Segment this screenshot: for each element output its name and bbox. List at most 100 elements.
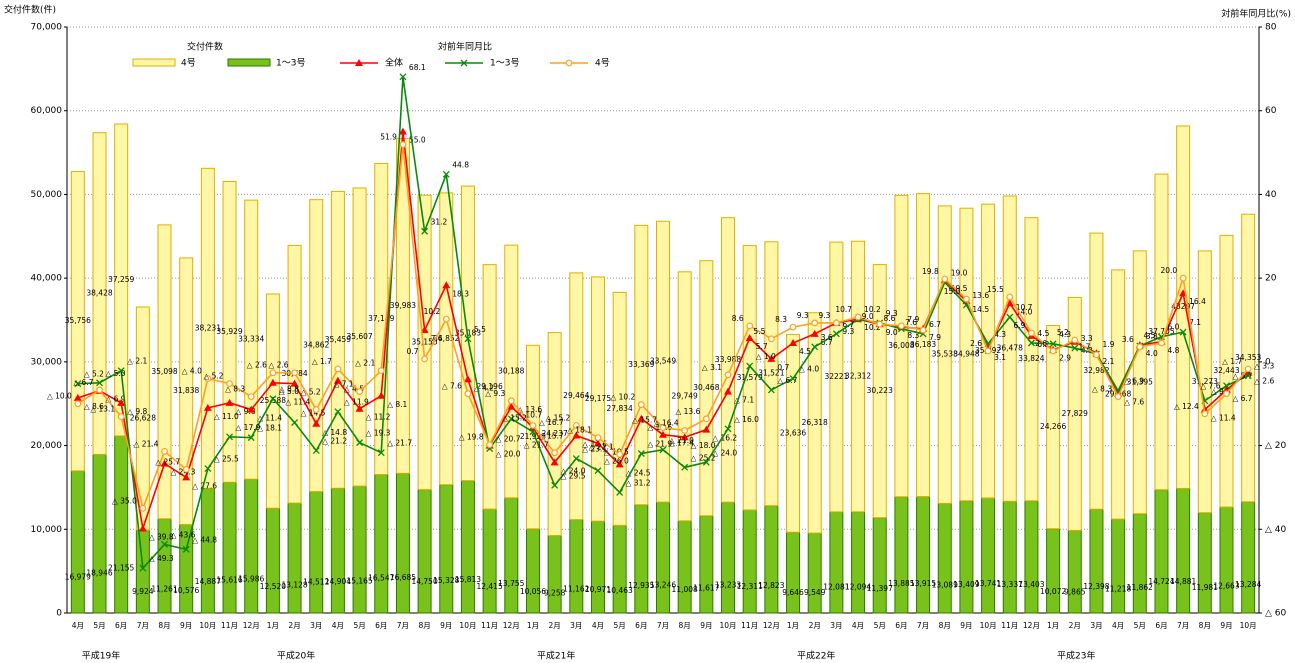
y-tick-label: 70,000	[31, 23, 63, 33]
line-marker	[226, 433, 234, 441]
y2-tick-label: △ 40	[1265, 525, 1287, 535]
line-value-label: △ 25.5	[214, 455, 239, 464]
bar-value-label: 37,259	[108, 275, 134, 284]
x-tick-label: 10月	[459, 621, 476, 630]
x-tick-label: 2月	[548, 621, 560, 630]
line-value-label: 7.9	[907, 315, 919, 324]
line-marker	[182, 545, 190, 553]
bar-value-label: 15,616	[216, 575, 242, 584]
bar-segment	[634, 224, 649, 506]
x-tick-label: 8月	[1199, 621, 1211, 630]
bar-value-label: 13,755	[498, 579, 524, 588]
bar-value-label: 13,284	[1235, 580, 1261, 589]
line-value-label: 19.5	[951, 284, 968, 293]
bar-value-label: 10,576	[173, 586, 199, 595]
bar-value-label: 15,328	[433, 576, 459, 585]
bar-value-label: 36,183	[910, 340, 936, 349]
bar-value-label: 36,478	[997, 344, 1023, 353]
line-value-label: 10.7	[835, 305, 852, 314]
bar-segment	[135, 529, 150, 614]
line-marker	[702, 415, 710, 423]
line-value-label: △ 16.7	[539, 418, 564, 427]
bar-value-label: 13,741	[975, 579, 1001, 588]
line-marker	[464, 335, 472, 343]
bar-segment	[916, 193, 931, 498]
line-value-label: 9.3	[797, 311, 809, 320]
x-tick-label: 3月	[830, 621, 842, 630]
line-marker	[377, 391, 386, 399]
y-tick-label: 20,000	[31, 441, 63, 451]
line-value-label: △ 2.1	[355, 359, 375, 368]
line-marker	[291, 419, 299, 427]
bar-value-label: 9,646	[782, 588, 804, 597]
line-marker	[269, 395, 277, 403]
bar-segment	[70, 470, 85, 614]
line-value-label: 13.6	[972, 291, 989, 300]
bar-segment	[1002, 500, 1017, 614]
line-marker	[1179, 328, 1187, 336]
line-value-label: 0.7	[777, 363, 789, 372]
line-marker	[724, 371, 732, 379]
line-marker	[1223, 382, 1230, 390]
line-marker	[203, 403, 212, 411]
line-marker	[442, 315, 450, 323]
line-value-label: 7.1	[1189, 318, 1201, 327]
x-tick-label: 4月	[592, 621, 604, 630]
line-value-label: △ 4.0	[799, 365, 819, 374]
bar-value-label: 14,881	[1170, 577, 1196, 586]
line-marker	[74, 380, 82, 388]
line-marker	[1136, 343, 1144, 351]
line-marker	[551, 449, 559, 457]
bar-segment	[894, 194, 909, 498]
x-tick-label: 9月	[960, 621, 972, 630]
bar-value-label: 23,636	[780, 428, 806, 437]
line-marker	[464, 390, 472, 398]
line-marker	[312, 419, 321, 427]
line-value-label: 6.7	[842, 320, 854, 329]
line-value-label: 5.2	[1057, 328, 1069, 337]
x-tick-label: 4月	[72, 621, 84, 630]
bar-value-label: 14,724	[1148, 577, 1174, 586]
line-value-label: △ 21.9	[647, 440, 672, 449]
line-value-label: △ 29.5	[561, 471, 586, 480]
line-marker	[507, 402, 516, 410]
bar-segment	[786, 531, 801, 614]
line-value-label: △ 24.0	[712, 448, 737, 457]
line-marker	[421, 227, 429, 235]
line-value-label: △ 25.2	[691, 453, 716, 462]
bar-value-label: 35,183	[455, 328, 481, 337]
line-value-label: △ 21.4	[134, 439, 159, 448]
x-tick-label: 7月	[1177, 621, 1189, 630]
bar-value-label: 33,824	[1018, 354, 1044, 363]
line-marker	[333, 376, 342, 384]
bar-segment	[1241, 501, 1256, 614]
x-tick-label: 2月	[288, 621, 300, 630]
line-value-label: △ 21.2	[322, 437, 347, 446]
y-tick-label: 30,000	[31, 357, 63, 367]
bar-segment	[959, 500, 974, 614]
line-marker	[334, 408, 342, 416]
bar-segment	[634, 504, 649, 614]
bar-segment	[764, 505, 779, 614]
bar-segment	[872, 517, 887, 614]
line-marker	[810, 329, 819, 337]
line-value-label: △ 13.6	[675, 407, 700, 416]
line-value-label: △ 21.7	[387, 439, 412, 448]
line-value-label: 5.7	[756, 342, 768, 351]
bar-value-label: 12,415	[476, 582, 502, 591]
bar-value-label: 12,311	[737, 582, 763, 591]
line-value-label: 14.5	[972, 305, 989, 314]
line-value-label: 1.7	[1079, 343, 1091, 352]
line-marker	[745, 333, 754, 341]
bar-value-label: 16,979	[65, 572, 91, 581]
bar-segment	[590, 520, 605, 614]
bar-segment	[937, 502, 952, 614]
bar-segment	[395, 472, 410, 614]
x-tick-label: 6月	[115, 621, 127, 630]
line-marker	[117, 398, 126, 406]
bar-segment	[1132, 513, 1147, 614]
bar-value-label: 27,834	[607, 404, 633, 413]
line-value-label: △ 11.4	[257, 414, 282, 423]
bar-segment	[699, 260, 714, 517]
line-value-label: △ 19.8	[459, 433, 484, 442]
